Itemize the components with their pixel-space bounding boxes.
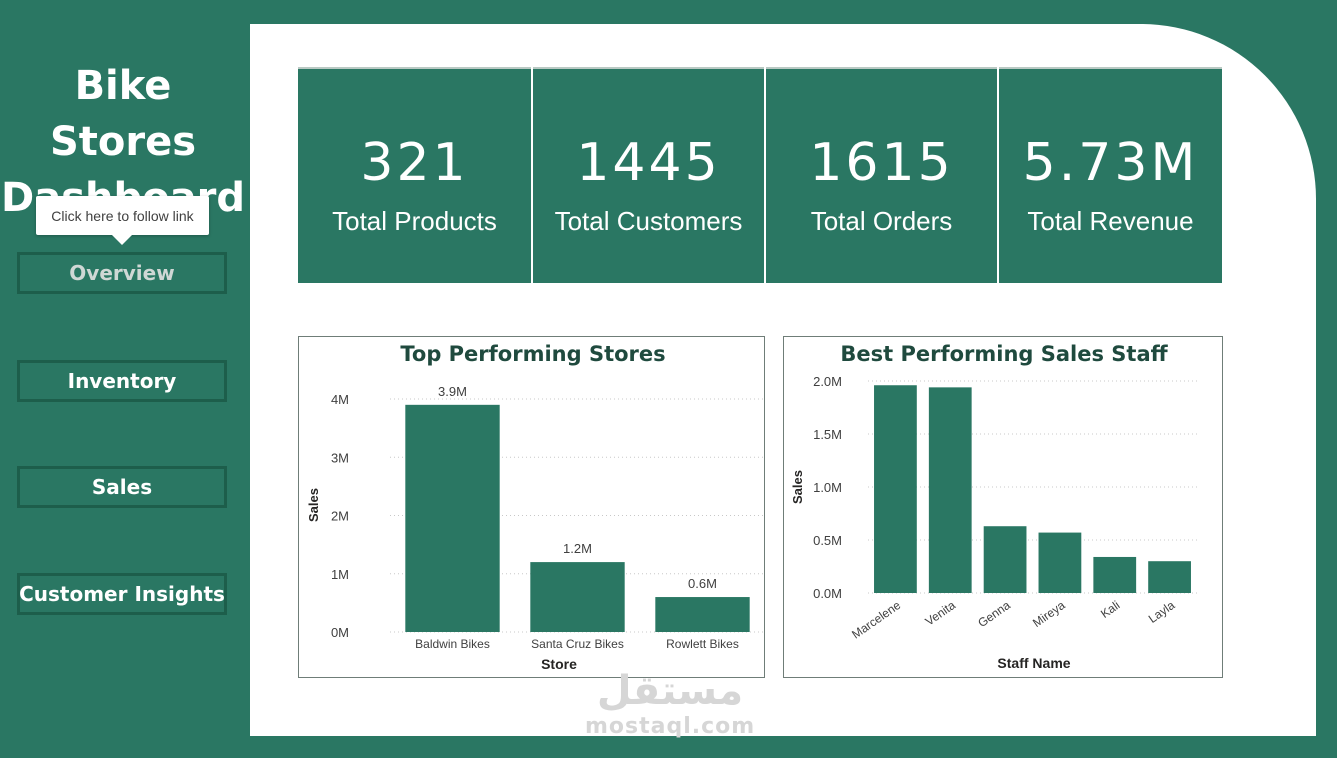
y-tick-label: 4M xyxy=(331,392,349,407)
y-tick-label: 1.0M xyxy=(813,480,842,495)
dashboard-title-line1: Bike Stores xyxy=(49,63,197,165)
nav-button-customer-insights[interactable]: Customer Insights xyxy=(17,573,227,615)
x-tick-label: Genna xyxy=(975,598,1013,630)
x-tick-label: Venita xyxy=(923,598,959,629)
y-tick-label: 2.0M xyxy=(813,374,842,389)
nav-button-label: Inventory xyxy=(67,369,177,393)
x-tick-label: Kali xyxy=(1098,598,1122,621)
y-axis-label: Sales xyxy=(790,470,805,504)
chart-title: Best Performing Sales Staff xyxy=(840,342,1168,366)
y-tick-label: 1M xyxy=(331,567,349,582)
nav-button-overview[interactable]: Overview xyxy=(17,252,227,294)
bar xyxy=(983,526,1027,593)
kpi-label: Total Revenue xyxy=(1027,206,1194,236)
chart-staff-svg: Best Performing Sales Staff 0.0M 0.5M 1.0M 1… xyxy=(790,342,1197,671)
y-tick-label: 1.5M xyxy=(813,427,842,442)
bar xyxy=(1038,532,1082,593)
x-tick-label: Layla xyxy=(1146,598,1178,626)
x-tick-label: Mireya xyxy=(1030,598,1068,630)
bar xyxy=(655,597,750,632)
bar xyxy=(928,387,972,593)
kpi-label: Total Orders xyxy=(810,206,953,236)
y-tick-label: 0M xyxy=(331,625,349,640)
y-tick-label: 0.5M xyxy=(813,533,842,548)
watermark-arabic: مستقل xyxy=(596,668,744,714)
y-tick-label: 3M xyxy=(331,450,349,465)
nav-button-sales[interactable]: Sales xyxy=(17,466,227,508)
kpi-card-total-revenue: 5.73M Total Revenue xyxy=(999,67,1222,283)
watermark-latin: mostaql.com xyxy=(585,714,756,739)
x-tick-label: Marcelene xyxy=(849,598,903,642)
bar xyxy=(405,404,500,632)
bar xyxy=(1093,556,1137,593)
nav-button-inventory[interactable]: Inventory xyxy=(17,360,227,402)
nav-button-label: Sales xyxy=(91,475,153,499)
kpi-card-total-customers: 1445 Total Customers xyxy=(533,67,764,283)
data-label: 1.2M xyxy=(563,541,592,556)
x-axis-label: Store xyxy=(541,656,577,672)
bar xyxy=(874,385,917,593)
data-label: 3.9M xyxy=(438,384,467,399)
y-tick-label: 2M xyxy=(331,509,349,524)
bar xyxy=(530,562,625,632)
x-tick-label: Baldwin Bikes xyxy=(415,637,490,651)
chart-stores-svg: Top Performing Stores 0M 1M 2M 3M 4M Sales Stor… xyxy=(306,342,765,672)
chart-top-performing-stores: Top Performing Stores 0M 1M 2M 3M 4M Sales Stor… xyxy=(298,336,765,678)
nav-button-label: Overview xyxy=(69,261,175,285)
kpi-value: 5.73M xyxy=(1022,133,1199,193)
kpi-value: 1445 xyxy=(576,133,721,193)
nav-button-label: Customer Insights xyxy=(19,582,225,606)
chart-title: Top Performing Stores xyxy=(400,342,665,366)
kpi-value: 321 xyxy=(360,133,469,193)
kpi-label: Total Products xyxy=(332,206,497,236)
x-tick-label: Santa Cruz Bikes xyxy=(531,637,624,651)
y-axis-label: Sales xyxy=(306,488,321,522)
data-label: 0.6M xyxy=(688,576,717,591)
watermark: مستقل mostaql.com xyxy=(585,668,755,744)
kpi-value: 1615 xyxy=(809,133,954,193)
kpi-card-total-products: 321 Total Products xyxy=(298,67,531,283)
chart-best-performing-sales-staff: Best Performing Sales Staff 0.0M 0.5M 1.0M 1… xyxy=(783,336,1223,678)
x-axis-label: Staff Name xyxy=(997,655,1070,671)
kpi-label: Total Customers xyxy=(554,206,743,236)
x-tick-label: Rowlett Bikes xyxy=(666,637,739,651)
y-tick-label: 0.0M xyxy=(813,586,842,601)
bar xyxy=(1148,561,1191,593)
kpi-card-total-orders: 1615 Total Orders xyxy=(766,67,997,283)
link-tooltip: Click here to follow link xyxy=(36,196,209,245)
